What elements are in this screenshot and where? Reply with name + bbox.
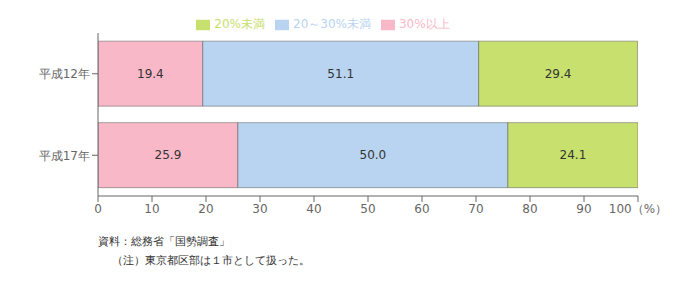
html-text:資料：総務省「国勢調査」: 資料：総務省「国勢調査」 <box>98 235 230 248</box>
svg-text:30: 30 <box>252 202 267 216</box>
svg-text:70: 70 <box>468 202 483 216</box>
svg-text:24.1: 24.1 <box>560 148 587 162</box>
svg-text:80: 80 <box>522 202 537 216</box>
svg-text:50: 50 <box>360 202 375 216</box>
svg-text:50.0: 50.0 <box>360 148 387 162</box>
html-text:20～30%未満: 20～30%未満 <box>293 17 371 31</box>
svg-text:25.9: 25.9 <box>155 148 182 162</box>
svg-text:0: 0 <box>94 202 102 216</box>
svg-text:平成12年: 平成12年 <box>39 67 90 81</box>
svg-text:29.4: 29.4 <box>545 67 572 81</box>
svg-text:100（%）: 100（%） <box>609 202 667 216</box>
svg-text:40: 40 <box>306 202 321 216</box>
html-text:（注）東京都区部は１市として扱った。: （注）東京都区部は１市として扱った。 <box>112 254 310 267</box>
html-text:20%未満: 20%未満 <box>214 17 265 31</box>
svg-text:10: 10 <box>144 202 159 216</box>
svg-text:19.4: 19.4 <box>137 67 164 81</box>
svg-text:51.1: 51.1 <box>327 67 354 81</box>
svg-text:平成17年: 平成17年 <box>39 149 90 163</box>
html-text:30%以上: 30%以上 <box>399 17 450 31</box>
svg-text:20: 20 <box>198 202 213 216</box>
svg-text:90: 90 <box>576 202 591 216</box>
svg-text:60: 60 <box>414 202 429 216</box>
